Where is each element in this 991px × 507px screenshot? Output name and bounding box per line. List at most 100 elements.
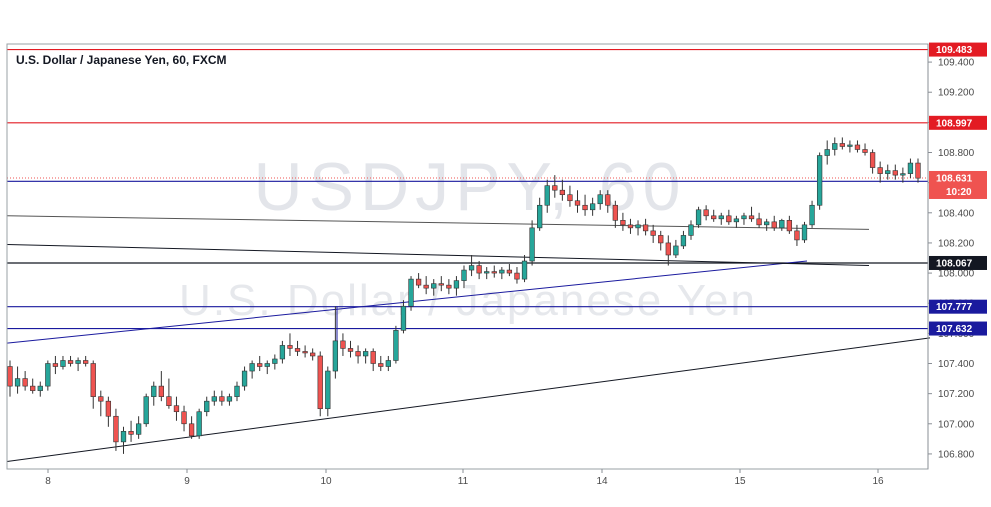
candle-body (816, 155, 823, 206)
candle-body (7, 366, 13, 387)
candle-body (907, 162, 914, 174)
candle-body (226, 396, 233, 402)
price-tick-label: 108.800 (938, 148, 975, 159)
candle-body (196, 411, 202, 437)
candle-body (325, 370, 331, 410)
candle-body (559, 189, 566, 196)
candle-body (499, 269, 505, 274)
candle-body (764, 221, 770, 226)
candle-body (166, 396, 172, 407)
candlesticks (7, 137, 921, 454)
candle-body (302, 351, 308, 354)
last-price-label-bg (929, 170, 987, 199)
level-price-label-bg (929, 255, 987, 270)
candle-body (567, 194, 573, 202)
trendlines (6, 215, 931, 462)
level-price-label: 108.997 (936, 118, 973, 129)
candle-body (98, 396, 104, 402)
candle-body (408, 278, 414, 307)
candle-body (204, 400, 210, 413)
level-price-label-bg (929, 115, 987, 130)
candle-body (589, 203, 596, 211)
candle-body (188, 423, 195, 437)
candle-body (877, 167, 883, 174)
trendline (6, 260, 808, 344)
candle-body (658, 235, 664, 244)
candle-body (453, 280, 460, 289)
candle-body (620, 220, 626, 226)
candle-body (37, 385, 43, 391)
candle-body (128, 431, 134, 435)
level-price-label: 108.067 (936, 258, 973, 269)
candle-body (801, 224, 808, 241)
candle-body (22, 378, 28, 387)
candle-body (521, 260, 528, 280)
candle-body (234, 385, 240, 397)
watermark-symbol: USDJPY, 60 (254, 149, 687, 225)
candle-body (514, 272, 520, 280)
candle-body (552, 185, 558, 191)
candle-body (680, 235, 687, 247)
candle-body (786, 220, 793, 232)
candle-body (438, 283, 444, 286)
time-tick-label: 14 (596, 476, 608, 487)
time-tick-label: 9 (184, 476, 190, 487)
candle-body (211, 396, 217, 402)
candle-body (491, 271, 497, 274)
candle-body (67, 360, 74, 364)
candle-body (90, 363, 96, 397)
price-tick-label: 108.400 (938, 208, 975, 219)
candle-body (900, 173, 906, 176)
time-tick-label: 16 (872, 476, 884, 487)
candle-body (83, 360, 89, 364)
candle-body (650, 230, 656, 236)
candle-body (847, 144, 853, 147)
candle-body (869, 152, 876, 168)
candle-body (741, 215, 747, 220)
countdown-label: 10:20 (946, 187, 972, 198)
candle-body (468, 265, 475, 271)
candle-body (711, 215, 717, 220)
candle-body (605, 194, 611, 206)
trendline (6, 243, 870, 267)
candle-body (75, 360, 81, 364)
candle-body (241, 370, 248, 387)
candle-body (839, 143, 845, 147)
candle-body (718, 215, 724, 220)
candle-body (756, 218, 762, 226)
candle-body (673, 245, 679, 256)
candle-body (779, 220, 785, 229)
candle-body (332, 340, 339, 372)
watermark-name: U.S. Dollar / Japanese Yen (179, 276, 757, 325)
candle-body (151, 385, 157, 397)
candle-body (688, 224, 694, 236)
candle-body (143, 396, 149, 425)
time-tick-label: 10 (320, 476, 332, 487)
candle-body (484, 271, 490, 274)
candle-body (574, 200, 581, 206)
candle-body (264, 363, 270, 367)
time-tick-label: 15 (734, 476, 746, 487)
candle-body (461, 269, 467, 281)
level-price-label-bg (929, 299, 987, 314)
price-tick-label: 107.200 (938, 389, 975, 400)
candle-body (537, 204, 543, 229)
candle-body (771, 221, 777, 229)
candle-body (642, 224, 649, 232)
candle-body (544, 185, 550, 206)
candle-body (582, 204, 588, 211)
candle-body (832, 143, 838, 150)
candle-body (135, 423, 142, 435)
candle-body (105, 400, 112, 417)
last-price-label: 108.631 (936, 173, 973, 184)
candle-body (370, 351, 376, 364)
candle-body (294, 348, 301, 352)
candle-body (279, 345, 286, 360)
candle-body (257, 363, 263, 367)
chart-axes (6, 43, 929, 470)
candle-body (378, 363, 384, 367)
time-tick-label: 11 (458, 476, 469, 487)
price-tick-label: 109.400 (938, 58, 975, 69)
candle-body (317, 355, 323, 410)
